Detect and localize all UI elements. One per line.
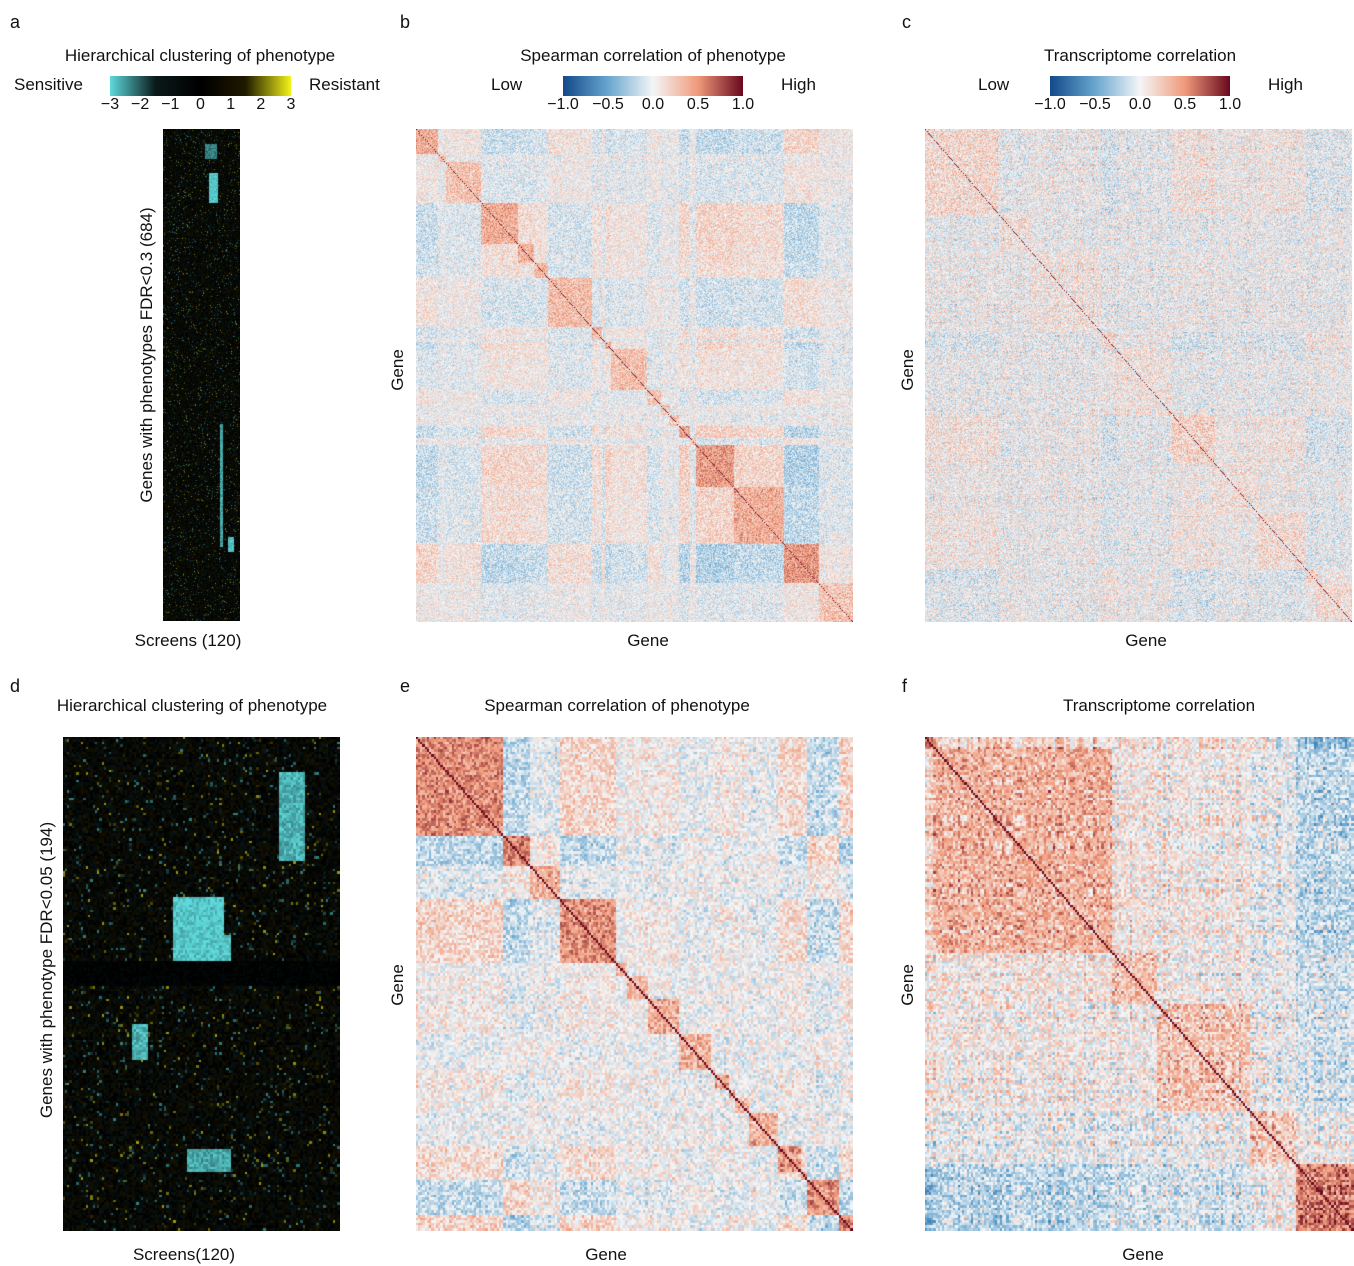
colorbar-b-tick: 0.5: [686, 96, 710, 113]
colorbar-a-right-label: Resistant: [309, 75, 380, 94]
panel-d-title: Hierarchical clustering of phenotype: [56, 696, 328, 715]
colorbar-c-tick: 1.0: [1218, 96, 1242, 113]
panel-b-ylabel: Gene: [388, 349, 407, 391]
colorbar-a-tick: −2: [131, 96, 150, 113]
colorbar-a: [110, 76, 291, 96]
colorbar-c-left-label: Low: [978, 75, 1010, 94]
colorbar-b-tick: 1.0: [731, 96, 755, 113]
panel-letter-e: e: [400, 676, 411, 696]
colorbar-a-tick: 0: [196, 96, 205, 113]
colorbar-a-tick: 1: [226, 96, 236, 113]
panel-c-xlabel: Gene: [1125, 631, 1167, 650]
panel-a-ylabel: Genes with phenotypes FDR<0.3 (684): [137, 207, 156, 503]
colorbar-a-left-label: Sensitive: [14, 75, 83, 94]
colorbar-c: [1050, 76, 1230, 96]
colorbar-c-tick: −1.0: [1034, 96, 1066, 113]
colorbar-a-tick: −3: [100, 96, 120, 113]
heatmap-b: [416, 129, 853, 622]
panel-e-ylabel: Gene: [388, 964, 407, 1006]
panel-b-xlabel: Gene: [627, 631, 669, 650]
panel-a-xlabel: Screens (120): [134, 631, 242, 650]
colorbar-a-tick: 3: [286, 96, 296, 113]
colorbar-b-tick: 0.0: [641, 96, 665, 113]
panel-a-title: Hierarchical clustering of phenotype: [64, 46, 336, 65]
colorbar-b-tick: −0.5: [592, 96, 624, 113]
panel-d-xlabel: Screens(120): [132, 1245, 236, 1264]
panel-letter-f: f: [902, 676, 908, 696]
heatmap-c: [925, 129, 1352, 622]
colorbar-a-tick: 2: [256, 96, 266, 113]
colorbar-b-right-label: High: [781, 75, 816, 94]
panel-letter-b: b: [400, 12, 411, 32]
panel-b-title: Spearman correlation of phenotype: [520, 46, 786, 65]
colorbar-b-tick: −1.0: [547, 96, 579, 113]
colorbar-c-right-label: High: [1268, 75, 1303, 94]
colorbar-a-tick: −1: [161, 96, 180, 113]
colorbar-b: [563, 76, 743, 96]
heatmap-a: [163, 129, 240, 621]
panel-f-xlabel: Gene: [1122, 1245, 1164, 1264]
panel-e-xlabel: Gene: [585, 1245, 627, 1264]
colorbar-c-tick: 0.0: [1128, 96, 1152, 113]
panel-f-title: Transcriptome correlation: [1062, 696, 1256, 715]
panel-c-title: Transcriptome correlation: [1043, 46, 1237, 65]
heatmap-f: [925, 737, 1354, 1231]
heatmap-e: [416, 737, 853, 1231]
colorbar-c-tick: −0.5: [1079, 96, 1111, 113]
panel-f-ylabel: Gene: [898, 964, 917, 1006]
panel-letter-a: a: [10, 12, 21, 32]
panel-letter-d: d: [10, 676, 21, 696]
panel-e-title: Spearman correlation of phenotype: [484, 696, 750, 715]
heatmap-d: [63, 737, 340, 1231]
panel-c-ylabel: Gene: [898, 349, 917, 391]
panel-d-ylabel: Genes with phenotype FDR<0.05 (194): [37, 821, 56, 1119]
colorbar-c-tick: 0.5: [1173, 96, 1197, 113]
colorbar-b-left-label: Low: [491, 75, 523, 94]
panel-letter-c: c: [902, 12, 911, 32]
